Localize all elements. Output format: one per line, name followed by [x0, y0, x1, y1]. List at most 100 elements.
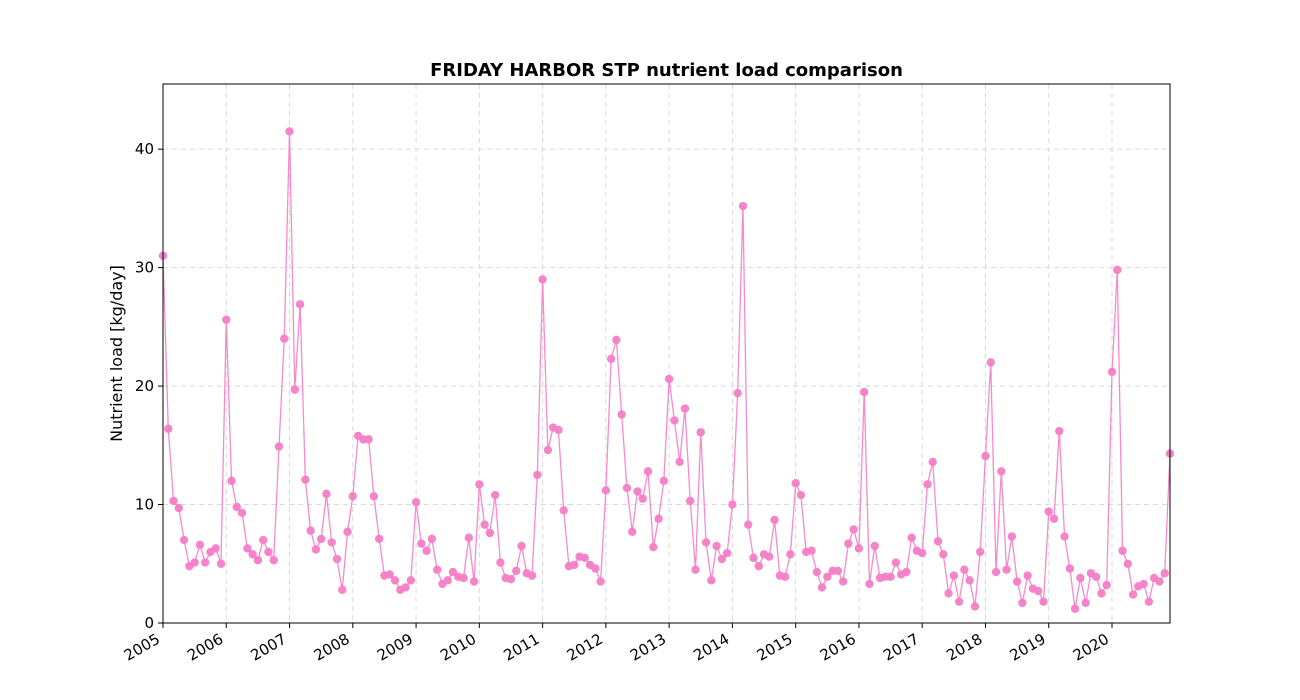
data-point — [981, 451, 990, 461]
data-point — [770, 515, 779, 525]
data-point — [248, 550, 257, 559]
data-point — [243, 544, 252, 553]
data-point — [622, 483, 632, 493]
data-point — [659, 476, 669, 486]
data-point — [411, 497, 421, 507]
data-point — [933, 537, 943, 546]
data-point — [285, 127, 294, 136]
data-point — [485, 528, 495, 538]
data-point — [1055, 426, 1064, 436]
data-point — [891, 558, 901, 567]
data-point — [527, 571, 537, 580]
data-point — [939, 550, 948, 559]
data-point — [780, 572, 790, 581]
data-point — [976, 547, 985, 557]
data-point — [211, 544, 220, 553]
y-tick-label: 40 — [135, 140, 154, 158]
data-point — [617, 410, 626, 419]
data-point — [1007, 532, 1017, 541]
data-point — [348, 492, 357, 501]
data-point — [543, 445, 553, 455]
data-point — [633, 487, 642, 496]
data-point — [844, 539, 853, 548]
data-point — [316, 534, 326, 544]
data-point — [902, 567, 911, 577]
data-point — [401, 583, 410, 592]
data-point — [907, 533, 916, 542]
data-point — [264, 547, 273, 557]
data-point — [1070, 604, 1080, 613]
series-layer — [158, 127, 1175, 613]
data-point — [280, 334, 289, 343]
data-point — [997, 467, 1006, 476]
data-point — [237, 508, 247, 518]
data-point — [1039, 597, 1048, 606]
data-point — [649, 542, 658, 552]
data-point — [1091, 572, 1101, 581]
data-point — [427, 534, 437, 544]
grid — [162, 84, 1170, 623]
data-point — [664, 374, 674, 384]
data-point — [332, 554, 342, 564]
data-point — [738, 201, 748, 211]
data-point — [554, 425, 563, 435]
data-point — [1012, 577, 1022, 586]
data-point — [854, 544, 864, 553]
y-tick-label: 10 — [135, 496, 154, 514]
data-point — [991, 567, 1001, 577]
data-point — [722, 548, 732, 558]
y-tick-label: 30 — [135, 259, 154, 277]
data-point — [949, 571, 959, 580]
data-point — [190, 558, 199, 567]
data-point — [823, 572, 832, 581]
data-point — [390, 576, 400, 585]
data-point — [1033, 586, 1043, 596]
data-point — [717, 554, 727, 564]
data-point — [443, 576, 452, 585]
data-point — [606, 354, 616, 364]
data-point — [1018, 598, 1027, 608]
data-point — [1107, 367, 1117, 377]
chart-title: FRIDAY HARBOR STP nutrient load comparis… — [430, 60, 903, 81]
data-point — [538, 275, 547, 284]
data-point — [459, 573, 468, 583]
data-point — [364, 435, 373, 444]
data-point — [274, 442, 284, 451]
data-point — [601, 486, 611, 495]
data-point — [517, 541, 526, 551]
data-point — [944, 589, 953, 598]
data-point — [918, 548, 927, 558]
data-point — [475, 480, 484, 489]
data-point — [749, 553, 758, 563]
data-point — [670, 416, 679, 425]
data-point — [580, 553, 589, 563]
y-axis: 0 10 20 30 40 — [135, 140, 163, 632]
data-point — [591, 564, 600, 573]
data-point — [1128, 590, 1138, 599]
data-point — [643, 467, 653, 476]
data-point — [1113, 265, 1122, 275]
data-point — [169, 496, 178, 506]
data-point — [200, 558, 210, 567]
data-point — [860, 387, 869, 397]
data-point — [1044, 507, 1053, 516]
data-point — [327, 538, 336, 547]
data-point — [707, 576, 716, 585]
data-point — [954, 597, 964, 606]
data-point — [322, 489, 331, 499]
data-point — [290, 385, 300, 394]
data-point — [833, 566, 843, 576]
data-point — [295, 300, 305, 309]
data-point — [786, 550, 795, 559]
data-point — [654, 514, 663, 523]
data-point — [1076, 573, 1085, 583]
y-tick-label: 20 — [135, 377, 154, 395]
data-point — [1049, 514, 1059, 523]
data-point — [691, 565, 700, 574]
data-point — [512, 566, 521, 576]
data-point — [870, 541, 879, 551]
data-point — [506, 574, 516, 584]
data-point — [796, 490, 806, 500]
data-point — [765, 552, 774, 561]
